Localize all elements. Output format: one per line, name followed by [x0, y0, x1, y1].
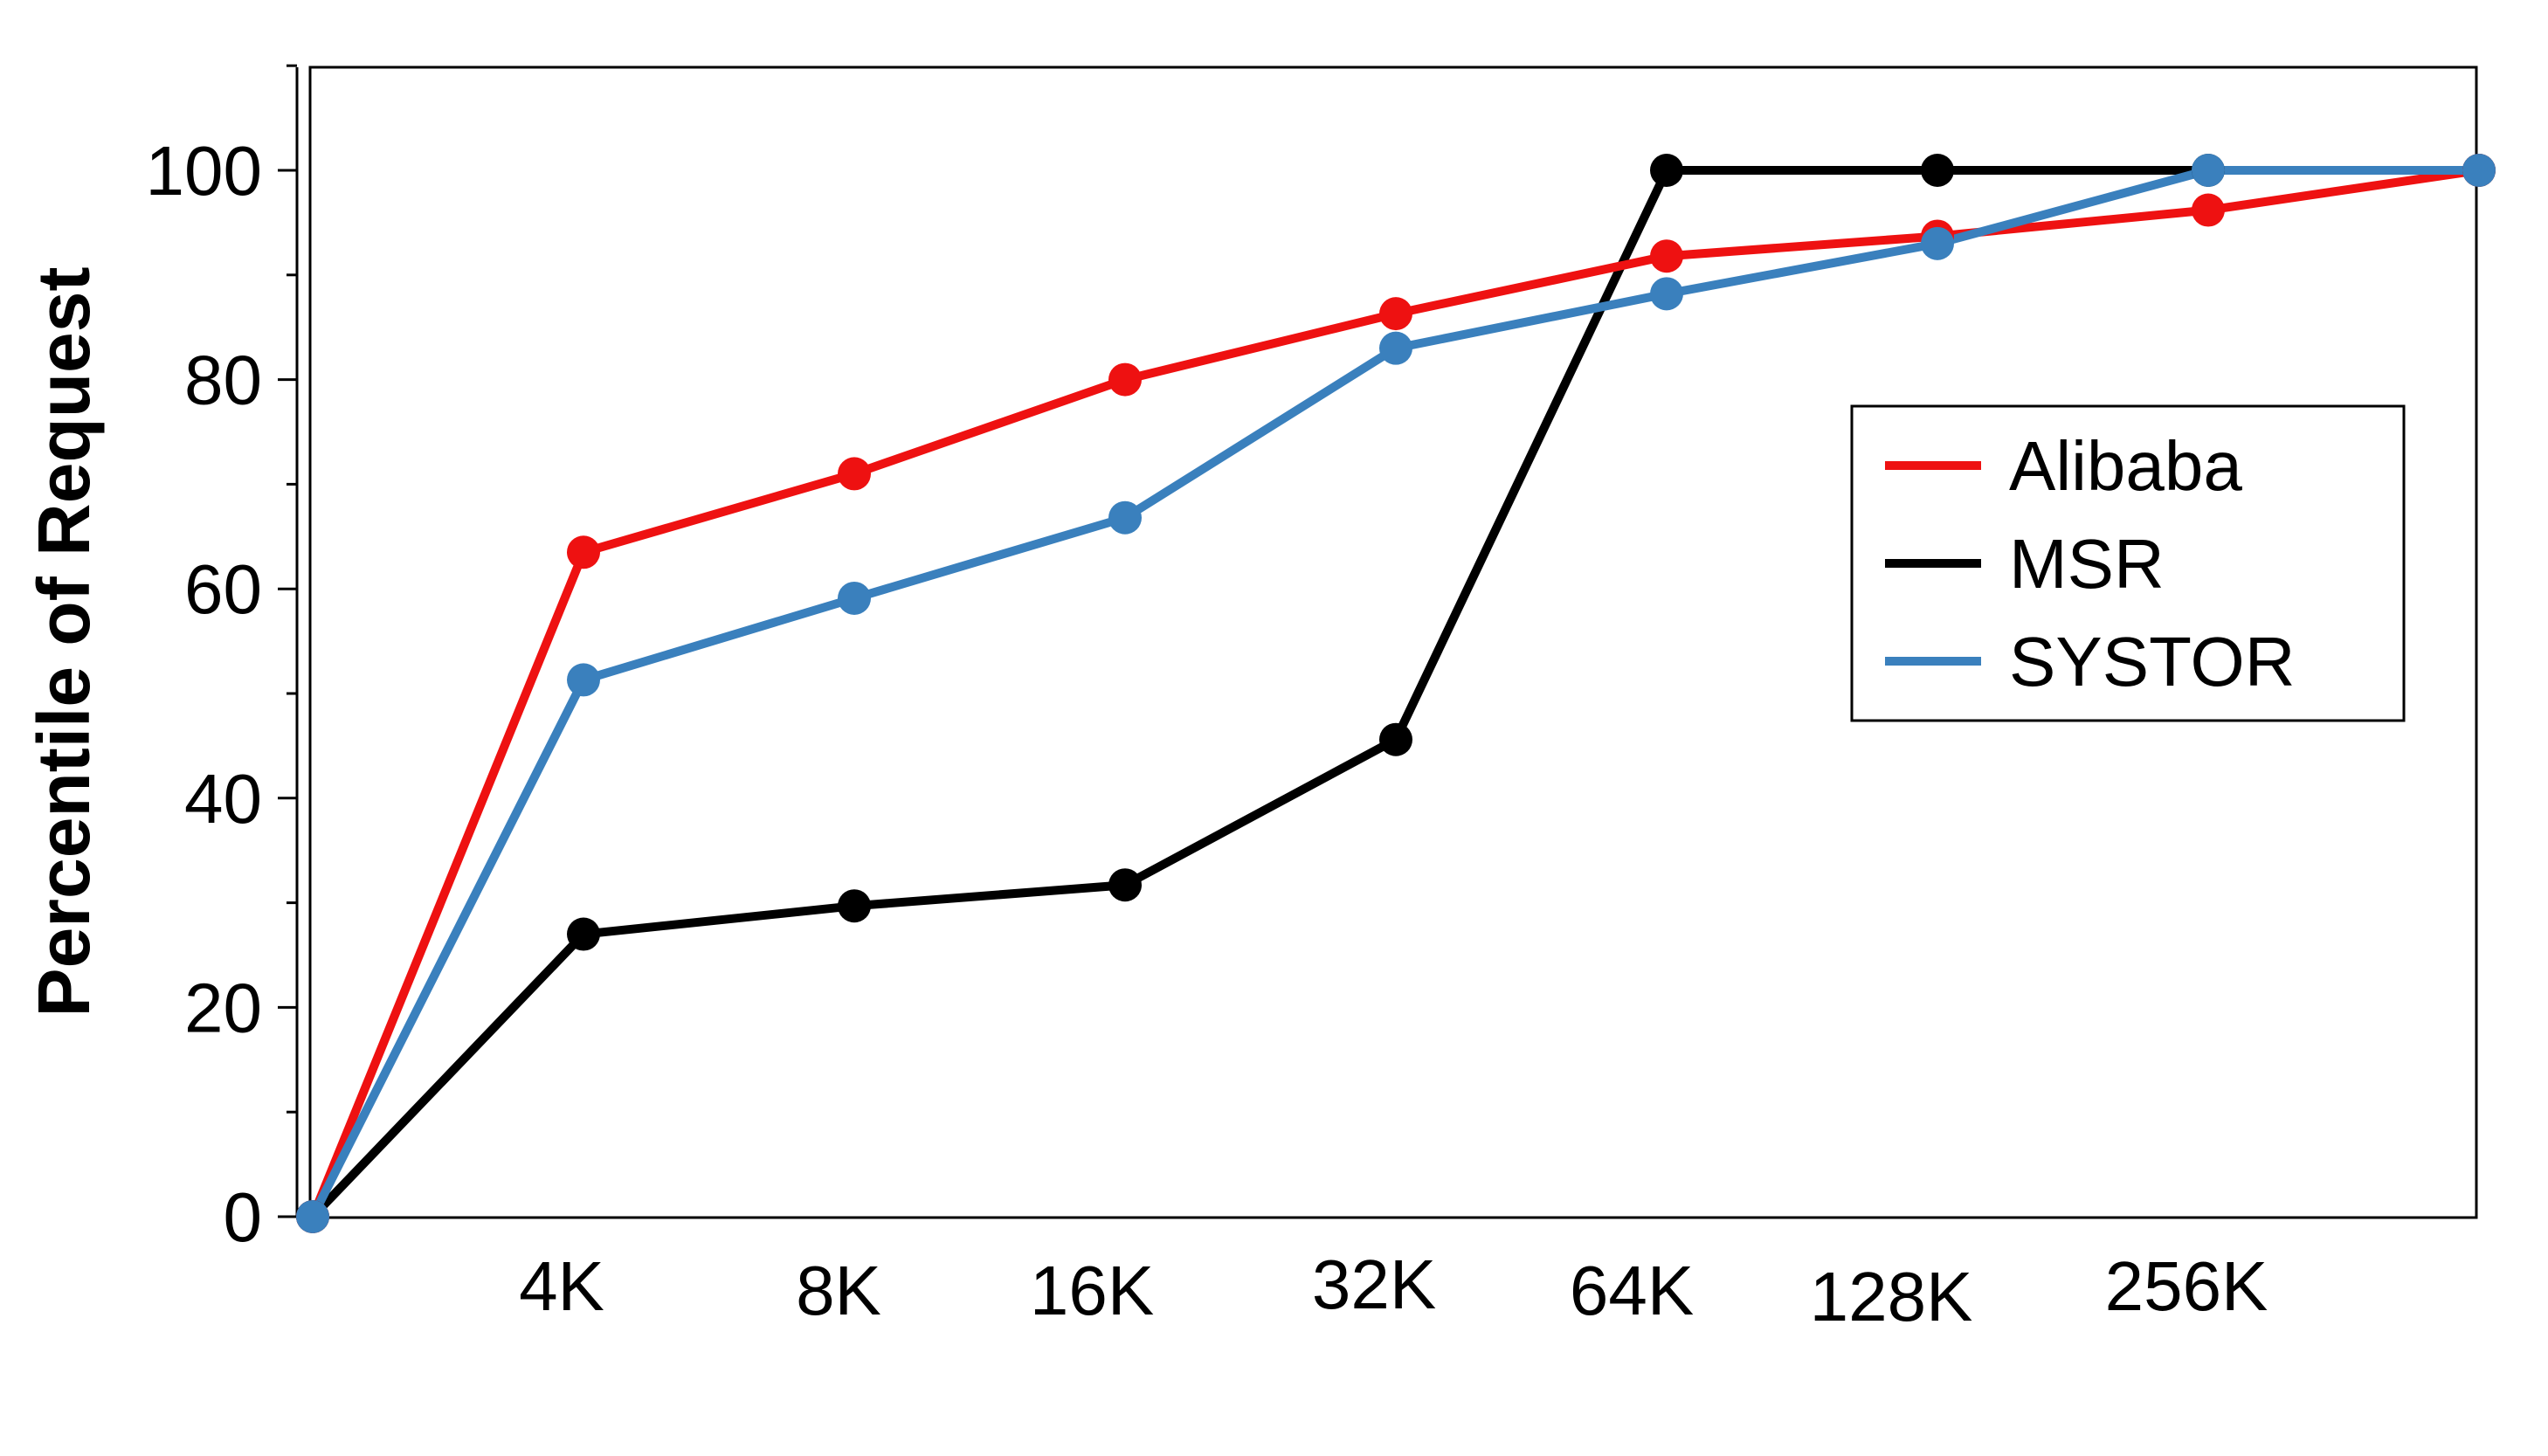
data-point-systor — [838, 581, 871, 615]
x-tick-label: 32K — [1312, 1246, 1436, 1323]
series-layer — [296, 154, 2496, 1233]
data-point-systor — [2462, 154, 2496, 187]
data-point-systor — [1379, 331, 1412, 365]
data-point-alibaba — [1379, 297, 1412, 331]
y-tick-label: 0 — [224, 1178, 263, 1256]
x-tick-label: 4K — [519, 1247, 604, 1325]
y-tick-label: 40 — [184, 760, 262, 838]
plot-frame — [308, 66, 2478, 1219]
data-point-alibaba — [1650, 239, 1683, 273]
y-axis-label: Percentile of Request — [23, 267, 105, 1018]
x-axis-ticks: 4K 8K 16K 32K 64K 128K 256K — [519, 1246, 2268, 1335]
y-tick-label: 80 — [184, 342, 262, 419]
x-tick-label: 256K — [2105, 1247, 2268, 1325]
data-point-msr — [1108, 868, 1142, 902]
legend-label-systor: SYSTOR — [2009, 623, 2296, 700]
data-point-alibaba — [2192, 193, 2225, 227]
data-point-msr — [838, 889, 871, 923]
data-point-alibaba — [567, 535, 600, 569]
data-point-systor — [296, 1200, 329, 1233]
data-point-msr — [1379, 722, 1412, 756]
y-tick-label: 20 — [184, 969, 262, 1046]
legend: Alibaba MSR SYSTOR — [1850, 404, 2406, 722]
data-point-systor — [2192, 154, 2225, 187]
x-tick-label: 128K — [1810, 1258, 1973, 1335]
x-tick-label: 64K — [1570, 1252, 1694, 1329]
legend-label-msr: MSR — [2009, 525, 2165, 603]
data-point-alibaba — [838, 457, 871, 491]
y-axis-ticks: 0 20 40 60 80 100 — [146, 64, 299, 1256]
x-tick-label: 16K — [1030, 1252, 1154, 1329]
y-tick-label: 60 — [184, 550, 262, 628]
data-point-msr — [567, 917, 600, 951]
data-point-systor — [1921, 226, 1954, 260]
y-tick-label: 100 — [146, 132, 262, 210]
data-point-systor — [1650, 277, 1683, 311]
data-point-systor — [567, 663, 600, 697]
data-point-alibaba — [1108, 362, 1142, 397]
data-point-systor — [1108, 500, 1142, 535]
data-point-msr — [1650, 154, 1683, 187]
data-point-msr — [1921, 154, 1954, 187]
x-tick-label: 8K — [796, 1252, 881, 1329]
legend-label-alibaba: Alibaba — [2009, 427, 2242, 505]
